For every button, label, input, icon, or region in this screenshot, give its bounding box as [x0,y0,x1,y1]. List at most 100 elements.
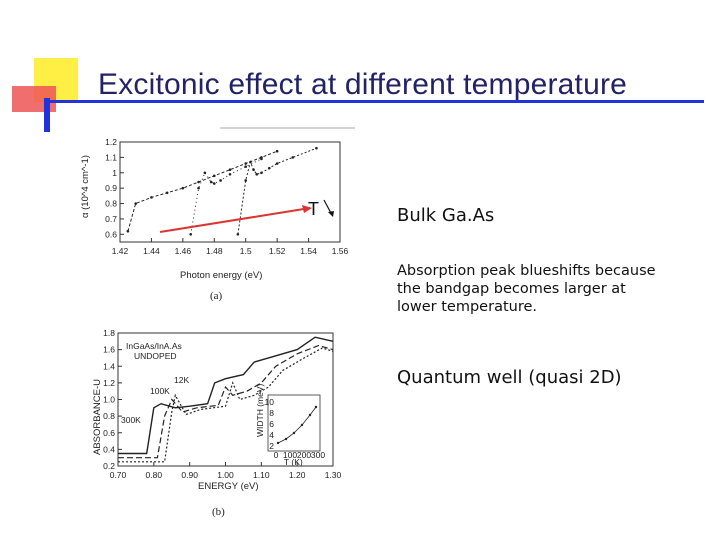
data-point [181,186,185,190]
inset-point [284,437,288,441]
plot-b-ylabel: ABSORBANCE-U [92,379,103,455]
data-point [212,182,216,185]
ytick-label: 1.2 [103,378,115,388]
accent-blue-bar [44,98,50,132]
series-line-room-t [127,150,278,232]
inset-xtick: 0 [274,450,279,460]
data-point [134,202,138,205]
data-point [260,156,263,159]
inset-frame [267,394,321,452]
slide-title: Excitonic effect at different temperatur… [98,68,628,101]
inset-curve [277,406,317,444]
data-point [219,179,222,182]
inset-ytick: 4 [269,430,274,440]
xtick-label: 1.56 [332,246,349,256]
inset-ytick: 2 [269,441,274,451]
inset-ylabel: WIDTH (meV) [255,383,265,437]
inset-point [308,413,312,417]
inset-point [276,441,280,445]
plot-a-xticks: 1.42 1.44 1.46 1.48 1.5 1.52 1.54 1.56 [112,238,349,256]
inset-point [300,423,304,427]
inset-point [314,405,318,409]
plot-b-yticks: 1.8 1.6 1.4 1.2 1.0 0.8 0.6 0.4 0.2 [103,328,122,471]
bulk-description: Absorption peak blueshifts because the b… [397,263,656,315]
inset-xtick: 100 [283,450,297,460]
ytick-label: 0.8 [103,411,115,421]
plot-b-xticks: 0.70 0.80 0.90 1.00 1.10 1.20 1.30 [110,462,342,480]
data-point [260,171,263,175]
data-point [212,174,216,178]
xtick-label: 1.20 [289,470,306,480]
data-point [228,173,232,176]
ytick-label: 1.8 [103,328,115,338]
temperature-arrow [159,207,311,233]
inset-xtick: 300 [311,450,325,460]
ytick-label: 0.8 [105,199,117,209]
ytick-label: 1.4 [103,361,115,371]
data-point [291,156,295,159]
ytick-label: 1.1 [105,152,117,162]
inset-ytick: 8 [269,408,274,418]
data-point [244,179,248,182]
ytick-label: 0.9 [105,183,117,193]
ytick-label: 0.4 [103,444,115,454]
series-line-low-t [237,147,317,235]
series-line-mid-t [190,158,262,235]
xtick-label: 1.52 [269,246,286,256]
data-point [275,149,279,153]
ytick-label: 1.6 [103,345,115,355]
data-point [197,186,200,190]
figure-a-label: (a) [210,290,223,302]
series-line-12k [118,347,334,463]
temperature-down-arrow-head [328,211,334,217]
xtick-label: 1.10 [253,470,270,480]
xtick-label: 1.54 [300,246,317,256]
data-point [189,233,193,236]
ytick-label: 1 [112,168,117,178]
figure-b: 1.8 1.6 1.4 1.2 1.0 0.8 0.6 0.4 0.2 0.70 0.80 0.90… [92,328,342,492]
xtick-label: 1.44 [143,246,160,256]
plot-b-xlabel: ENERGY (eV) [198,481,259,492]
data-point [244,162,248,165]
data-point [209,180,213,184]
ytick-label: 1.2 [105,137,117,147]
data-point [228,168,232,171]
temperature-arrow-head [302,205,312,213]
inset-ytick: 6 [269,419,274,429]
data-point [315,146,318,150]
xtick-label: 0.90 [181,470,198,480]
figure-b-label: (b) [212,506,225,518]
xtick-label: 1.5 [240,246,252,256]
ytick-label: 0.7 [105,214,117,224]
ytick-label: 0.2 [103,461,115,471]
data-point [150,196,153,199]
figure-a: 1.21.110.90.80.70.6 1.42 1.44 1.46 1.48 1.5 1… [80,127,355,281]
xtick-label: 1.42 [112,246,129,256]
data-point [236,233,240,236]
data-point [126,229,130,233]
ytick-label: 0.6 [105,229,117,239]
series-line-300k [118,336,334,455]
plot-a-series [126,146,318,236]
xtick-label: 1.46 [175,246,192,256]
data-point [252,168,255,171]
bulk-heading: Bulk Ga.As [397,205,495,226]
series-line-100k [118,344,334,459]
plot-a-frame [119,141,341,243]
xtick-label: 0.80 [146,470,163,480]
data-point [244,165,248,168]
data-point [275,162,279,165]
data-point [203,171,207,175]
plot-a-yticks: 1.2 1.1 1 0.9 0.8 0.7 0.6 [105,137,124,239]
plot-a-xlabel: Photon energy (eV) [180,270,262,281]
xtick-label: 1.30 [325,470,342,480]
curve-label-12k: 12K [174,375,189,385]
xtick-label: 1.48 [206,246,223,256]
data-point [267,166,271,170]
inset-ytick: 10 [265,397,275,407]
xtick-label: 1.00 [217,470,234,480]
ytick-label: 1.0 [103,395,115,405]
curve-label-100k: 100K [150,386,170,396]
accent-blue-line [44,100,704,103]
